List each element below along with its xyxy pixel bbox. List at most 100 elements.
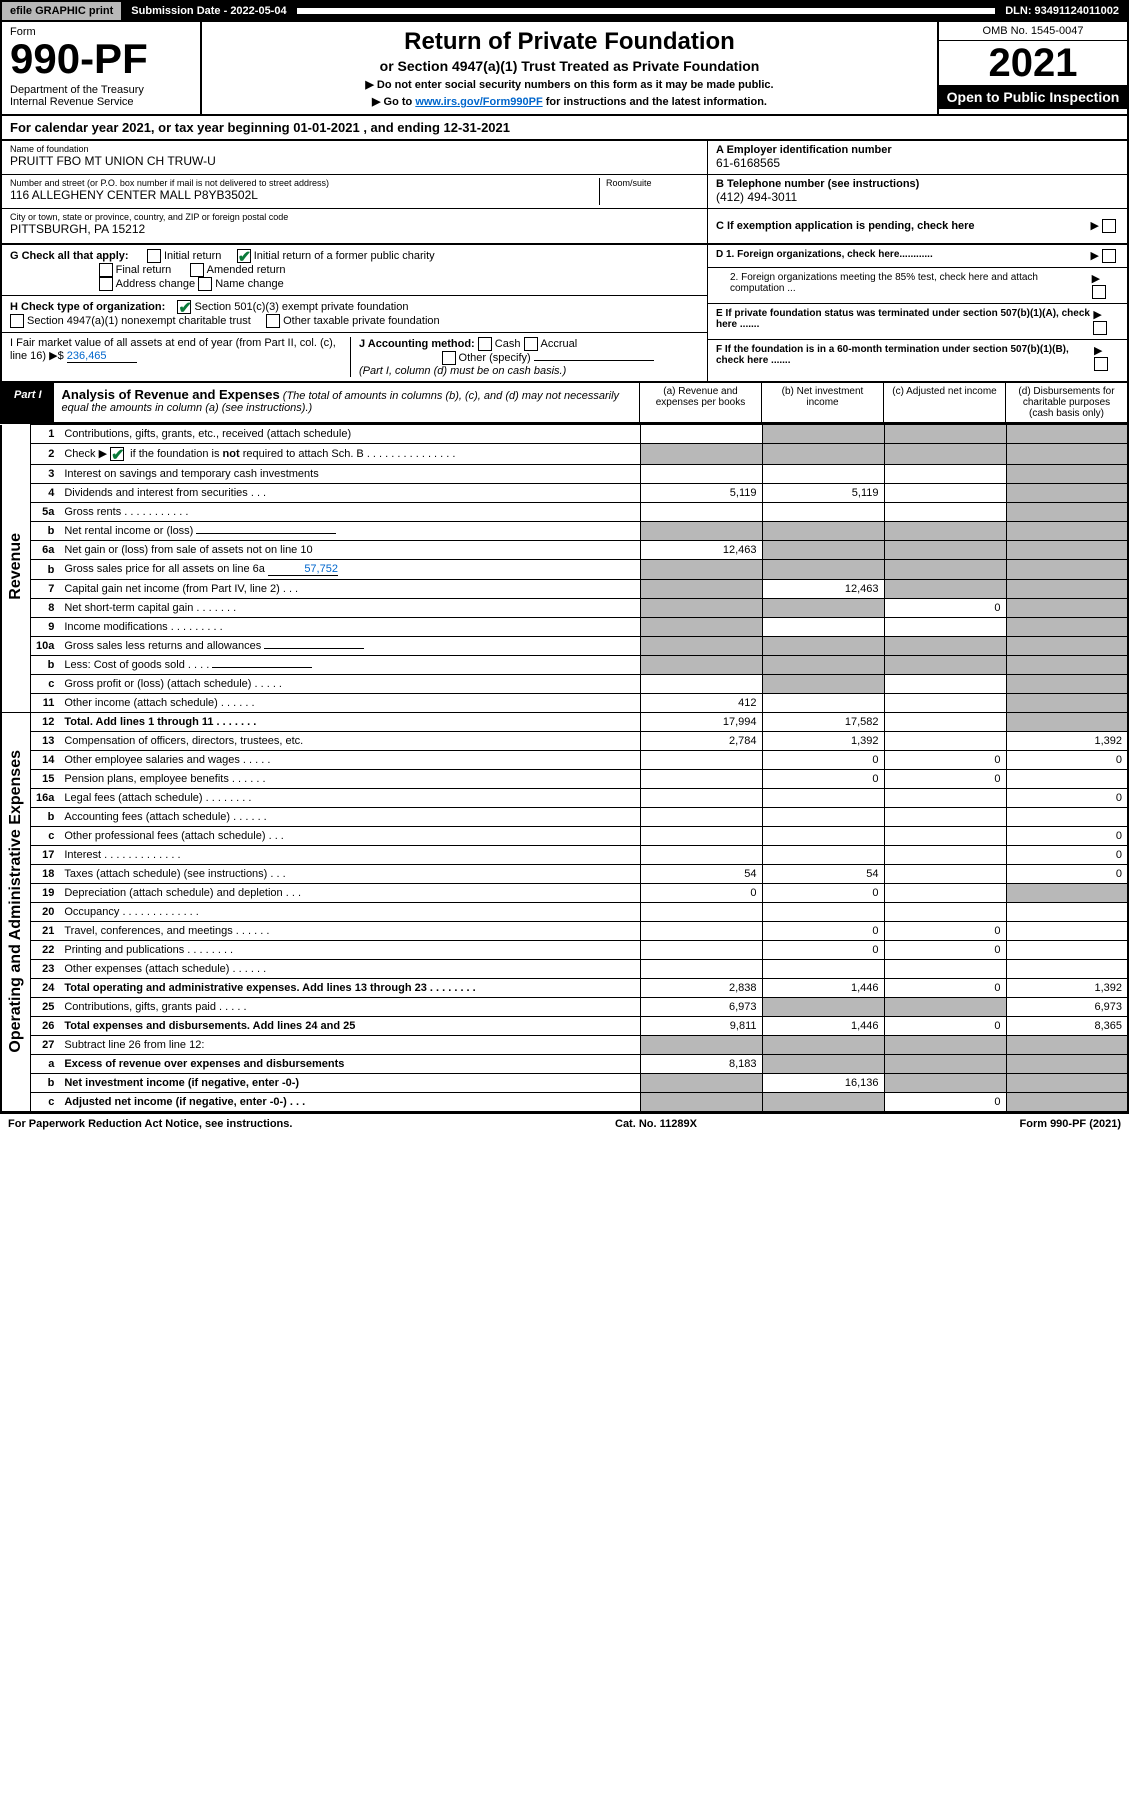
sch-b-checkbox[interactable]	[110, 447, 124, 461]
line-23: Other expenses (attach schedule) . . . .…	[59, 960, 640, 979]
line-21: Travel, conferences, and meetings . . . …	[59, 922, 640, 941]
j-note: (Part I, column (d) must be on cash basi…	[359, 365, 566, 377]
cash-checkbox[interactable]	[478, 337, 492, 351]
line-10b: Less: Cost of goods sold . . . .	[59, 656, 640, 675]
i-label: I Fair market value of all assets at end…	[10, 337, 336, 362]
tax-year: 2021	[939, 41, 1127, 85]
page-footer: For Paperwork Reduction Act Notice, see …	[0, 1113, 1129, 1134]
c-label: C If exemption application is pending, c…	[716, 220, 975, 232]
open-to-public: Open to Public Inspection	[939, 85, 1127, 109]
line-10a: Gross sales less returns and allowances	[59, 637, 640, 656]
other-taxable-checkbox[interactable]	[266, 314, 280, 328]
amended-return-checkbox[interactable]	[190, 263, 204, 277]
form-title: Return of Private Foundation	[208, 28, 931, 56]
initial-former-checkbox[interactable]	[237, 249, 251, 263]
d2-label: 2. Foreign organizations meeting the 85%…	[716, 272, 1092, 299]
line-16a: Legal fees (attach schedule) . . . . . .…	[59, 789, 640, 808]
line-5b: Net rental income or (loss)	[59, 522, 640, 541]
line-11: Other income (attach schedule) . . . . .…	[59, 694, 640, 713]
ein-label: A Employer identification number	[716, 144, 1119, 156]
f-checkbox[interactable]	[1094, 357, 1108, 371]
note-ssn: ▶ Do not enter social security numbers o…	[208, 78, 931, 91]
initial-return-checkbox[interactable]	[147, 249, 161, 263]
department: Department of the Treasury Internal Reve…	[10, 84, 192, 108]
tel-label: B Telephone number (see instructions)	[716, 178, 1119, 190]
col-c-header: (c) Adjusted net income	[883, 383, 1005, 422]
room-label: Room/suite	[606, 178, 699, 188]
dln: DLN: 93491124011002	[997, 2, 1127, 20]
e-label: E If private foundation status was termi…	[716, 308, 1093, 335]
final-return-checkbox[interactable]	[99, 263, 113, 277]
g-label: G Check all that apply:	[10, 250, 129, 262]
d1-label: D 1. Foreign organizations, check here..…	[716, 249, 933, 263]
addr-label: Number and street (or P.O. box number if…	[10, 178, 599, 188]
line-27c: Adjusted net income (if negative, enter …	[59, 1093, 640, 1113]
4947-checkbox[interactable]	[10, 314, 24, 328]
line-26: Total expenses and disbursements. Add li…	[59, 1017, 640, 1036]
name-change-checkbox[interactable]	[198, 277, 212, 291]
part1-title: Analysis of Revenue and Expenses	[62, 387, 280, 402]
part1-label: Part I	[2, 383, 54, 422]
address-change-checkbox[interactable]	[99, 277, 113, 291]
expenses-label: Operating and Administrative Expenses	[7, 750, 25, 1053]
col-b-header: (b) Net investment income	[761, 383, 883, 422]
form-subtitle: or Section 4947(a)(1) Trust Treated as P…	[208, 58, 931, 74]
line-20: Occupancy . . . . . . . . . . . . .	[59, 903, 640, 922]
line-17: Interest . . . . . . . . . . . . .	[59, 846, 640, 865]
line-27b: Net investment income (if negative, ente…	[59, 1074, 640, 1093]
check-type-section: G Check all that apply: Initial return I…	[0, 245, 1129, 383]
col-d-header: (d) Disbursements for charitable purpose…	[1005, 383, 1127, 422]
501c3-checkbox[interactable]	[177, 300, 191, 314]
city-label: City or town, state or province, country…	[10, 212, 699, 222]
line-25: Contributions, gifts, grants paid . . . …	[59, 998, 640, 1017]
line-24: Total operating and administrative expen…	[59, 979, 640, 998]
e-checkbox[interactable]	[1093, 321, 1107, 335]
col-a-header: (a) Revenue and expenses per books	[639, 383, 761, 422]
line-15: Pension plans, employee benefits . . . .…	[59, 770, 640, 789]
h-label: H Check type of organization:	[10, 301, 165, 313]
line-6b: Gross sales price for all assets on line…	[59, 560, 640, 580]
line-22: Printing and publications . . . . . . . …	[59, 941, 640, 960]
d2-checkbox[interactable]	[1092, 285, 1106, 299]
line-13: Compensation of officers, directors, tru…	[59, 732, 640, 751]
efile-graphic-print[interactable]: efile GRAPHIC print	[2, 2, 123, 20]
foundation-name: PRUITT FBO MT UNION CH TRUW-U	[10, 154, 699, 168]
line-5a: Gross rents . . . . . . . . . . .	[59, 503, 640, 522]
footer-mid: Cat. No. 11289X	[615, 1118, 697, 1130]
line-10c: Gross profit or (loss) (attach schedule)…	[59, 675, 640, 694]
footer-right: Form 990-PF (2021)	[1020, 1118, 1122, 1130]
line-18: Taxes (attach schedule) (see instruction…	[59, 865, 640, 884]
line-8: Net short-term capital gain . . . . . . …	[59, 599, 640, 618]
line-1: Contributions, gifts, grants, etc., rece…	[59, 425, 640, 444]
address: 116 ALLEGHENY CENTER MALL P8YB3502L	[10, 188, 599, 202]
accrual-checkbox[interactable]	[524, 337, 538, 351]
line-14: Other employee salaries and wages . . . …	[59, 751, 640, 770]
other-method-checkbox[interactable]	[442, 351, 456, 365]
d1-checkbox[interactable]	[1102, 249, 1116, 263]
submission-date: Submission Date - 2022-05-04	[123, 2, 296, 20]
line-16c: Other professional fees (attach schedule…	[59, 827, 640, 846]
line-4: Dividends and interest from securities .…	[59, 484, 640, 503]
c-checkbox[interactable]	[1102, 219, 1116, 233]
revenue-label: Revenue	[7, 533, 25, 600]
f-label: F If the foundation is in a 60-month ter…	[716, 344, 1094, 371]
city-state-zip: PITTSBURGH, PA 15212	[10, 222, 699, 236]
form-header: Form 990-PF Department of the Treasury I…	[0, 22, 1129, 116]
irs-link[interactable]: www.irs.gov/Form990PF	[415, 96, 542, 108]
telephone: (412) 494-3011	[716, 190, 1119, 204]
line-9: Income modifications . . . . . . . . .	[59, 618, 640, 637]
line-16b: Accounting fees (attach schedule) . . . …	[59, 808, 640, 827]
note-link: ▶ Go to www.irs.gov/Form990PF for instru…	[208, 95, 931, 108]
omb-number: OMB No. 1545-0047	[939, 22, 1127, 41]
ein: 61-6168565	[716, 156, 1119, 170]
line-27a: Excess of revenue over expenses and disb…	[59, 1055, 640, 1074]
j-label: J Accounting method:	[359, 338, 475, 350]
part1-header: Part I Analysis of Revenue and Expenses …	[0, 383, 1129, 424]
spacer	[297, 8, 998, 14]
footer-left: For Paperwork Reduction Act Notice, see …	[8, 1118, 292, 1130]
line-19: Depreciation (attach schedule) and deple…	[59, 884, 640, 903]
entity-info: Name of foundation PRUITT FBO MT UNION C…	[0, 141, 1129, 245]
form-number: 990-PF	[10, 38, 192, 80]
fmv-value: 236,465	[67, 350, 137, 363]
line-27: Subtract line 26 from line 12:	[59, 1036, 640, 1055]
